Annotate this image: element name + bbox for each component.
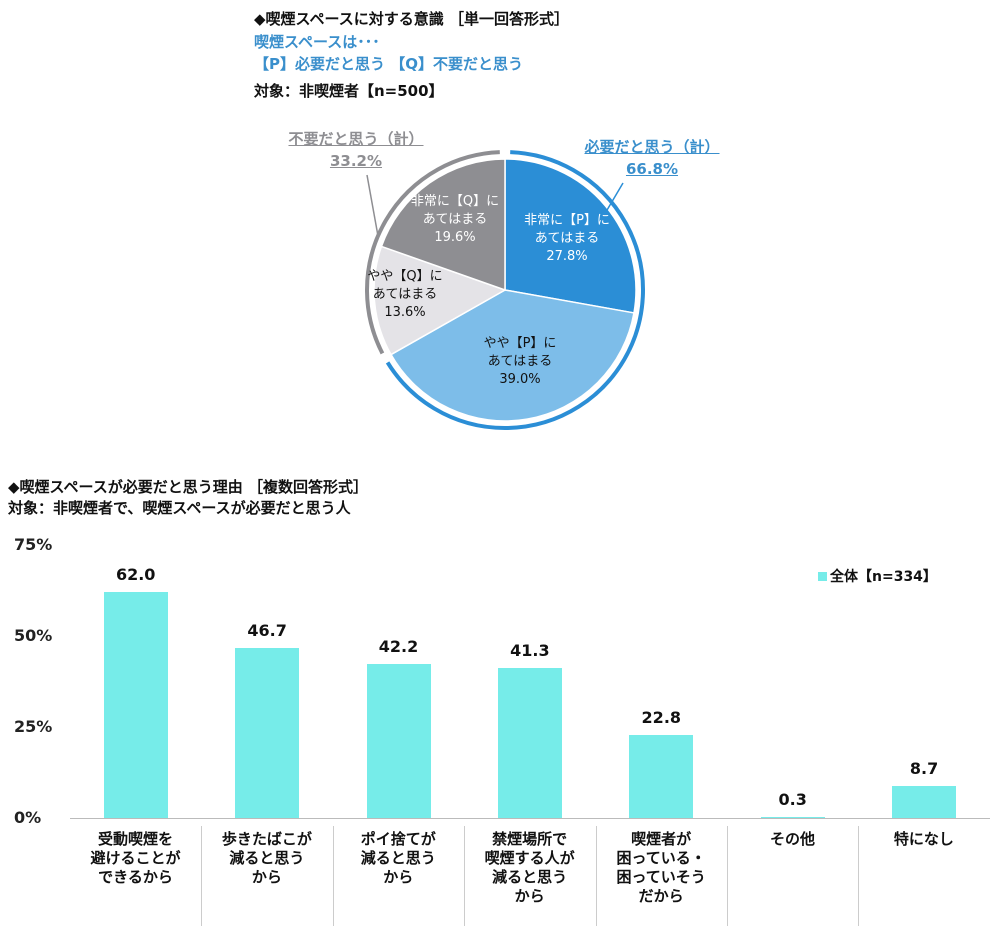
x-category-line: できるから bbox=[98, 868, 173, 886]
x-category-label: 歩きたばこが 減ると思う から bbox=[201, 830, 332, 887]
pie-subtitle-2: 【P】必要だと思う 【Q】不要だと思う bbox=[254, 55, 523, 73]
bar-title: ◆喫煙スペースが必要だと思う理由 ［複数回答形式］ bbox=[8, 478, 368, 496]
pie-slice bbox=[389, 289, 635, 422]
x-category-line: から bbox=[514, 887, 545, 905]
x-category-label: 禁煙場所で 喫煙する人が 減ると思う から bbox=[464, 830, 595, 906]
category-separator bbox=[201, 826, 203, 926]
slice-label-line: あてはまる bbox=[372, 287, 438, 302]
slice-label: やや【P】に あてはまる 39.0% bbox=[465, 335, 575, 389]
slice-label-line: あてはまる bbox=[487, 354, 553, 369]
bar bbox=[103, 592, 168, 818]
slice-label-line: 非常に【Q】に bbox=[410, 194, 500, 209]
bar-value-label: 8.7 bbox=[909, 759, 939, 779]
bar bbox=[497, 667, 562, 818]
bar bbox=[892, 786, 957, 818]
group-ring-arc bbox=[385, 150, 645, 430]
slice-value: 13.6% bbox=[384, 305, 426, 320]
x-category-line: 特になし bbox=[893, 830, 954, 848]
pie-slice bbox=[504, 158, 637, 314]
pie-target: 対象：非喫煙者【n=500】 bbox=[254, 82, 444, 100]
slice-label-line: やや【Q】に bbox=[367, 269, 443, 284]
bar bbox=[235, 648, 300, 818]
x-category-line: 減ると思う bbox=[360, 849, 436, 867]
slice-label-line: やや【P】に bbox=[483, 336, 557, 351]
bar-value-label: 41.3 bbox=[510, 640, 550, 660]
pie-title: ◆喫煙スペースに対する意識 ［単一回答形式］ bbox=[254, 10, 569, 28]
slice-value: 39.0% bbox=[499, 372, 541, 387]
legend-label: 全体【n=334】 bbox=[830, 569, 937, 585]
slice-label: 非常に【Q】に あてはまる 19.6% bbox=[400, 193, 510, 247]
bar bbox=[760, 816, 825, 818]
y-tick: 25% bbox=[14, 717, 53, 736]
slice-value: 19.6% bbox=[434, 230, 476, 245]
x-category-line: から bbox=[383, 868, 414, 886]
bar-value-label: 42.2 bbox=[378, 637, 419, 657]
group-label-unnecessary: 不要だと思う（計） 33.2% bbox=[286, 128, 426, 172]
pie-chart bbox=[365, 150, 645, 430]
x-axis bbox=[70, 818, 990, 819]
bar-value-label: 62.0 bbox=[115, 565, 156, 585]
slice-label: やや【Q】に あてはまる 13.6% bbox=[355, 268, 455, 322]
bar-value-label: 46.7 bbox=[247, 621, 287, 640]
x-category-line: 困っている・ bbox=[616, 849, 706, 867]
slice-label: 非常に【P】に あてはまる 27.8% bbox=[512, 212, 622, 266]
x-category-line: 受動喫煙を bbox=[97, 830, 173, 848]
x-category-label: 特になし bbox=[858, 830, 989, 849]
x-category-label: ポイ捨てが 減ると思う から bbox=[333, 830, 464, 887]
x-category-label: その他 bbox=[727, 830, 858, 849]
group-label-text: 不要だと思う（計） bbox=[288, 130, 424, 148]
y-tick: 75% bbox=[14, 535, 53, 554]
legend: 全体【n=334】 bbox=[818, 566, 937, 586]
x-category-line: だから bbox=[638, 887, 684, 905]
x-category-line: 歩きたばこが bbox=[221, 830, 312, 848]
pie-slice bbox=[373, 245, 507, 356]
bar-value-label: 0.3 bbox=[778, 789, 807, 809]
category-separator bbox=[727, 826, 728, 926]
y-tick: 0% bbox=[14, 808, 42, 827]
bar-target: 対象：非喫煙者で、喫煙スペースが必要だと思う人 bbox=[8, 499, 351, 517]
y-tick: 50% bbox=[14, 626, 53, 645]
x-category-label: 受動喫煙を 避けることが できるから bbox=[70, 830, 201, 887]
bar bbox=[629, 735, 694, 818]
category-separator bbox=[595, 826, 597, 926]
group-value: 66.8% bbox=[625, 160, 679, 178]
category-separator bbox=[858, 826, 860, 926]
slice-value: 27.8% bbox=[546, 249, 588, 264]
group-value: 33.2% bbox=[329, 152, 383, 170]
x-category-line: 困っていそう bbox=[616, 868, 706, 886]
x-category-line: 避けることが bbox=[90, 849, 181, 867]
slice-label-line: 非常に【P】に bbox=[524, 213, 610, 228]
x-category-line: 減ると思う bbox=[229, 849, 305, 867]
category-separator bbox=[464, 826, 466, 926]
leader-line bbox=[586, 182, 624, 245]
x-category-line: 喫煙者が bbox=[631, 830, 692, 848]
group-ring-arc bbox=[365, 150, 500, 355]
group-label-necessary: 必要だと思う（計） 66.8% bbox=[582, 136, 722, 180]
x-category-line: 喫煙する人が bbox=[484, 849, 575, 867]
x-category-line: 禁煙場所で bbox=[492, 830, 568, 848]
x-category-line: その他 bbox=[769, 830, 815, 848]
bar-value-label: 22.8 bbox=[641, 708, 682, 727]
x-category-label: 喫煙者が 困っている・ 困っていそう だから bbox=[596, 830, 727, 906]
bar bbox=[366, 664, 431, 818]
legend-swatch bbox=[818, 572, 827, 581]
pie-slice bbox=[380, 158, 506, 292]
pie-subtitle-1: 喫煙スペースは･･･ bbox=[254, 33, 380, 51]
slice-label-line: あてはまる bbox=[422, 212, 488, 227]
group-label-text: 必要だと思う（計） bbox=[584, 138, 720, 156]
x-category-line: から bbox=[251, 868, 282, 886]
slice-label-line: あてはまる bbox=[534, 231, 600, 246]
x-category-line: ポイ捨てが bbox=[360, 830, 436, 848]
x-category-line: 減ると思う bbox=[492, 868, 568, 886]
leader-line bbox=[366, 174, 379, 237]
category-separator bbox=[332, 826, 334, 926]
